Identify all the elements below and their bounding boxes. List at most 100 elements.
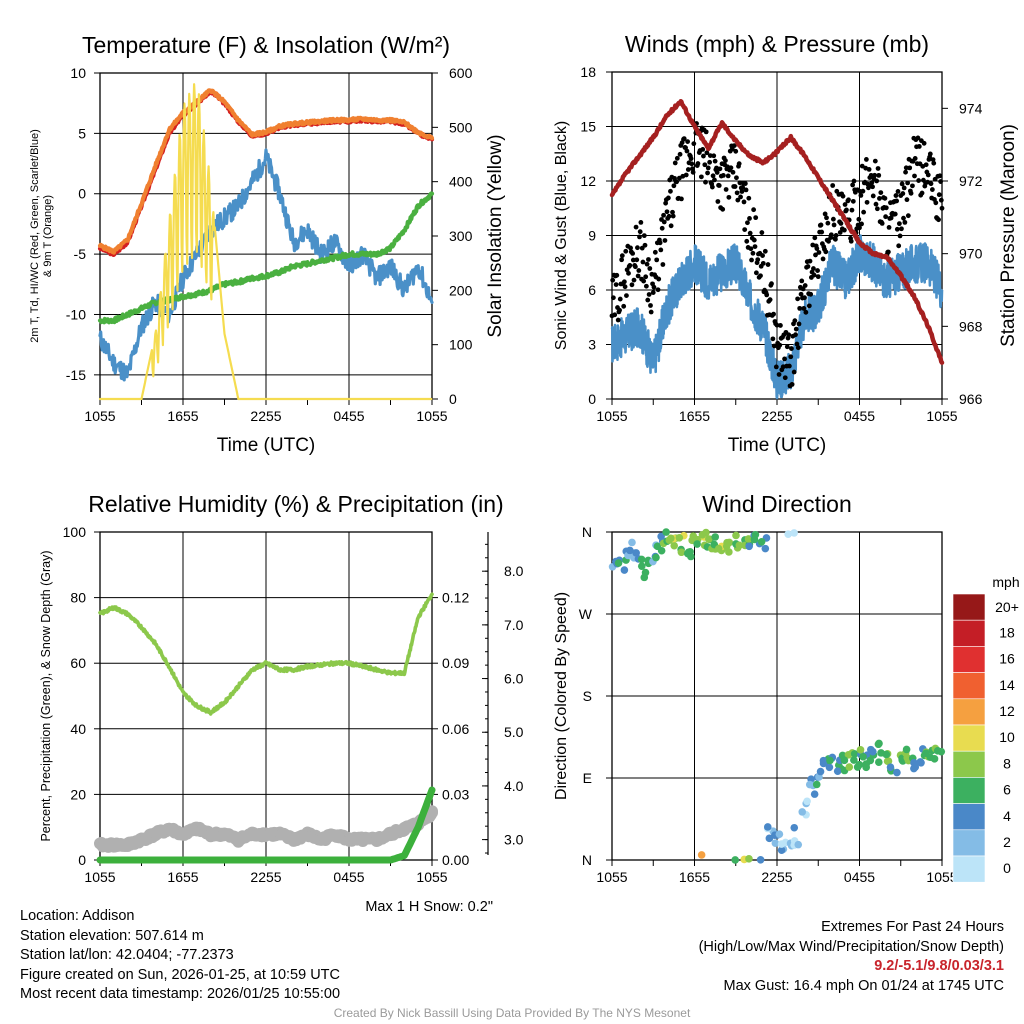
wind-direction-point	[675, 533, 684, 542]
gust-point	[610, 295, 616, 301]
gust-point	[689, 161, 695, 167]
y3-tick-label: 3.0	[504, 832, 524, 848]
x-tick-label: 1655	[679, 408, 710, 424]
gust-point	[925, 172, 931, 178]
gust-point	[752, 244, 758, 250]
gust-point	[866, 167, 872, 172]
y-tick-label: -5	[74, 246, 87, 262]
gust-point	[619, 253, 625, 259]
gust-point	[875, 166, 881, 171]
y-tick-label: 80	[70, 590, 86, 606]
gust-point	[660, 262, 666, 267]
gust-point	[870, 184, 875, 190]
gust-point	[651, 284, 657, 290]
y-axis-label: Sonic Wind & Gust (Blue, Black)	[553, 121, 570, 350]
max-gust-text: Max Gust: 16.4 mph On 01/24 at 1745 UTC	[723, 977, 1004, 994]
y-tick-label: 0	[78, 186, 86, 202]
gust-point	[770, 336, 776, 342]
wind-direction-point	[859, 752, 867, 761]
series-line	[610, 234, 944, 400]
y2-tick-label: 968	[959, 318, 983, 334]
x-tick-label: 1055	[926, 869, 957, 885]
gust-point	[928, 181, 934, 187]
x-tick-label: 0455	[333, 869, 364, 885]
gust-point	[637, 234, 642, 240]
gust-point	[769, 281, 774, 287]
x-tick-label: 0455	[844, 869, 875, 885]
gust-point	[904, 197, 910, 203]
gust-point	[833, 236, 838, 242]
gust-point	[760, 253, 765, 258]
y-tick-label: -15	[66, 367, 86, 383]
colorbar-swatch	[952, 750, 986, 778]
chart-title: Wind Direction	[702, 491, 852, 517]
gust-point	[789, 381, 795, 387]
gust-point	[903, 165, 909, 171]
x-tick-label: 1655	[167, 869, 198, 885]
wind-direction-point	[652, 553, 660, 562]
wind-direction-point	[850, 750, 859, 758]
x-axis-label: Time (UTC)	[728, 435, 827, 456]
gust-point	[921, 140, 927, 146]
gust-point	[858, 193, 864, 198]
wind-direction-point	[903, 753, 912, 762]
gust-point	[707, 153, 713, 159]
gust-point	[638, 219, 644, 225]
gust-point	[629, 282, 635, 288]
gust-point	[838, 221, 844, 226]
colorbar-label: 20+	[995, 599, 1019, 615]
y-tick-label: N	[582, 524, 592, 540]
colorbar-label: 14	[999, 677, 1015, 693]
gust-point	[894, 226, 900, 232]
gust-point	[894, 198, 900, 204]
gust-point	[814, 246, 820, 251]
wind-direction-point	[722, 542, 731, 550]
colorbar-swatch	[952, 855, 986, 883]
gust-point	[900, 191, 906, 196]
wind-direction-point	[882, 750, 891, 759]
wind-direction-point	[735, 541, 744, 550]
x-tick-label: 1055	[416, 408, 447, 424]
gust-point	[614, 272, 620, 278]
gust-point	[901, 215, 906, 221]
gust-point	[655, 287, 661, 293]
gust-point	[712, 177, 717, 183]
y2-tick-label: 974	[959, 100, 983, 116]
y3-tick-label: 8.0	[504, 563, 524, 579]
wind-direction-point	[803, 797, 811, 806]
gust-point	[736, 161, 742, 167]
max-snow-note: Max 1 H Snow: 0.2"	[365, 899, 493, 915]
wind-direction-point	[819, 756, 828, 765]
gust-point	[764, 292, 770, 298]
x-tick-label: 1655	[679, 869, 710, 885]
gust-point	[671, 183, 677, 189]
wind-direction-point	[922, 749, 930, 758]
gust-point	[726, 194, 732, 200]
gust-point	[897, 233, 903, 239]
gust-point	[734, 190, 740, 196]
series-line	[98, 592, 434, 716]
gust-point	[615, 317, 621, 323]
x-tick-label: 1655	[167, 408, 198, 424]
gust-point	[826, 238, 831, 244]
gust-point	[627, 263, 633, 268]
y3-tick-label: 4.0	[504, 778, 524, 794]
wind-direction-point	[637, 562, 646, 570]
colorbar-swatch	[952, 724, 986, 752]
gust-point	[929, 187, 935, 192]
wind-direction-point	[732, 531, 740, 540]
wind-direction-point	[875, 758, 883, 767]
wind-direction-point	[840, 756, 849, 765]
gust-point	[933, 200, 939, 206]
colorbar-swatch	[952, 646, 986, 673]
x-tick-label: 0455	[333, 408, 364, 424]
gust-point	[679, 196, 684, 202]
gust-point	[613, 282, 619, 287]
gust-point	[731, 143, 737, 149]
gust-point	[709, 184, 715, 190]
colorbar-swatch	[952, 777, 986, 804]
y-tick-label: 3	[588, 337, 596, 353]
location-text: Location: Addison	[20, 908, 135, 924]
wind-direction-point	[937, 747, 946, 756]
gust-point	[870, 193, 876, 199]
